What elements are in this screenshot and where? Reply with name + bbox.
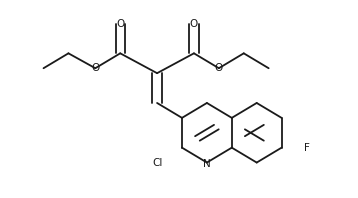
Text: O: O (116, 19, 124, 29)
Text: O: O (190, 19, 198, 29)
Text: F: F (304, 143, 309, 153)
Text: O: O (215, 63, 223, 73)
Text: N: N (203, 159, 211, 168)
Text: Cl: Cl (152, 158, 162, 168)
Text: O: O (91, 63, 100, 73)
